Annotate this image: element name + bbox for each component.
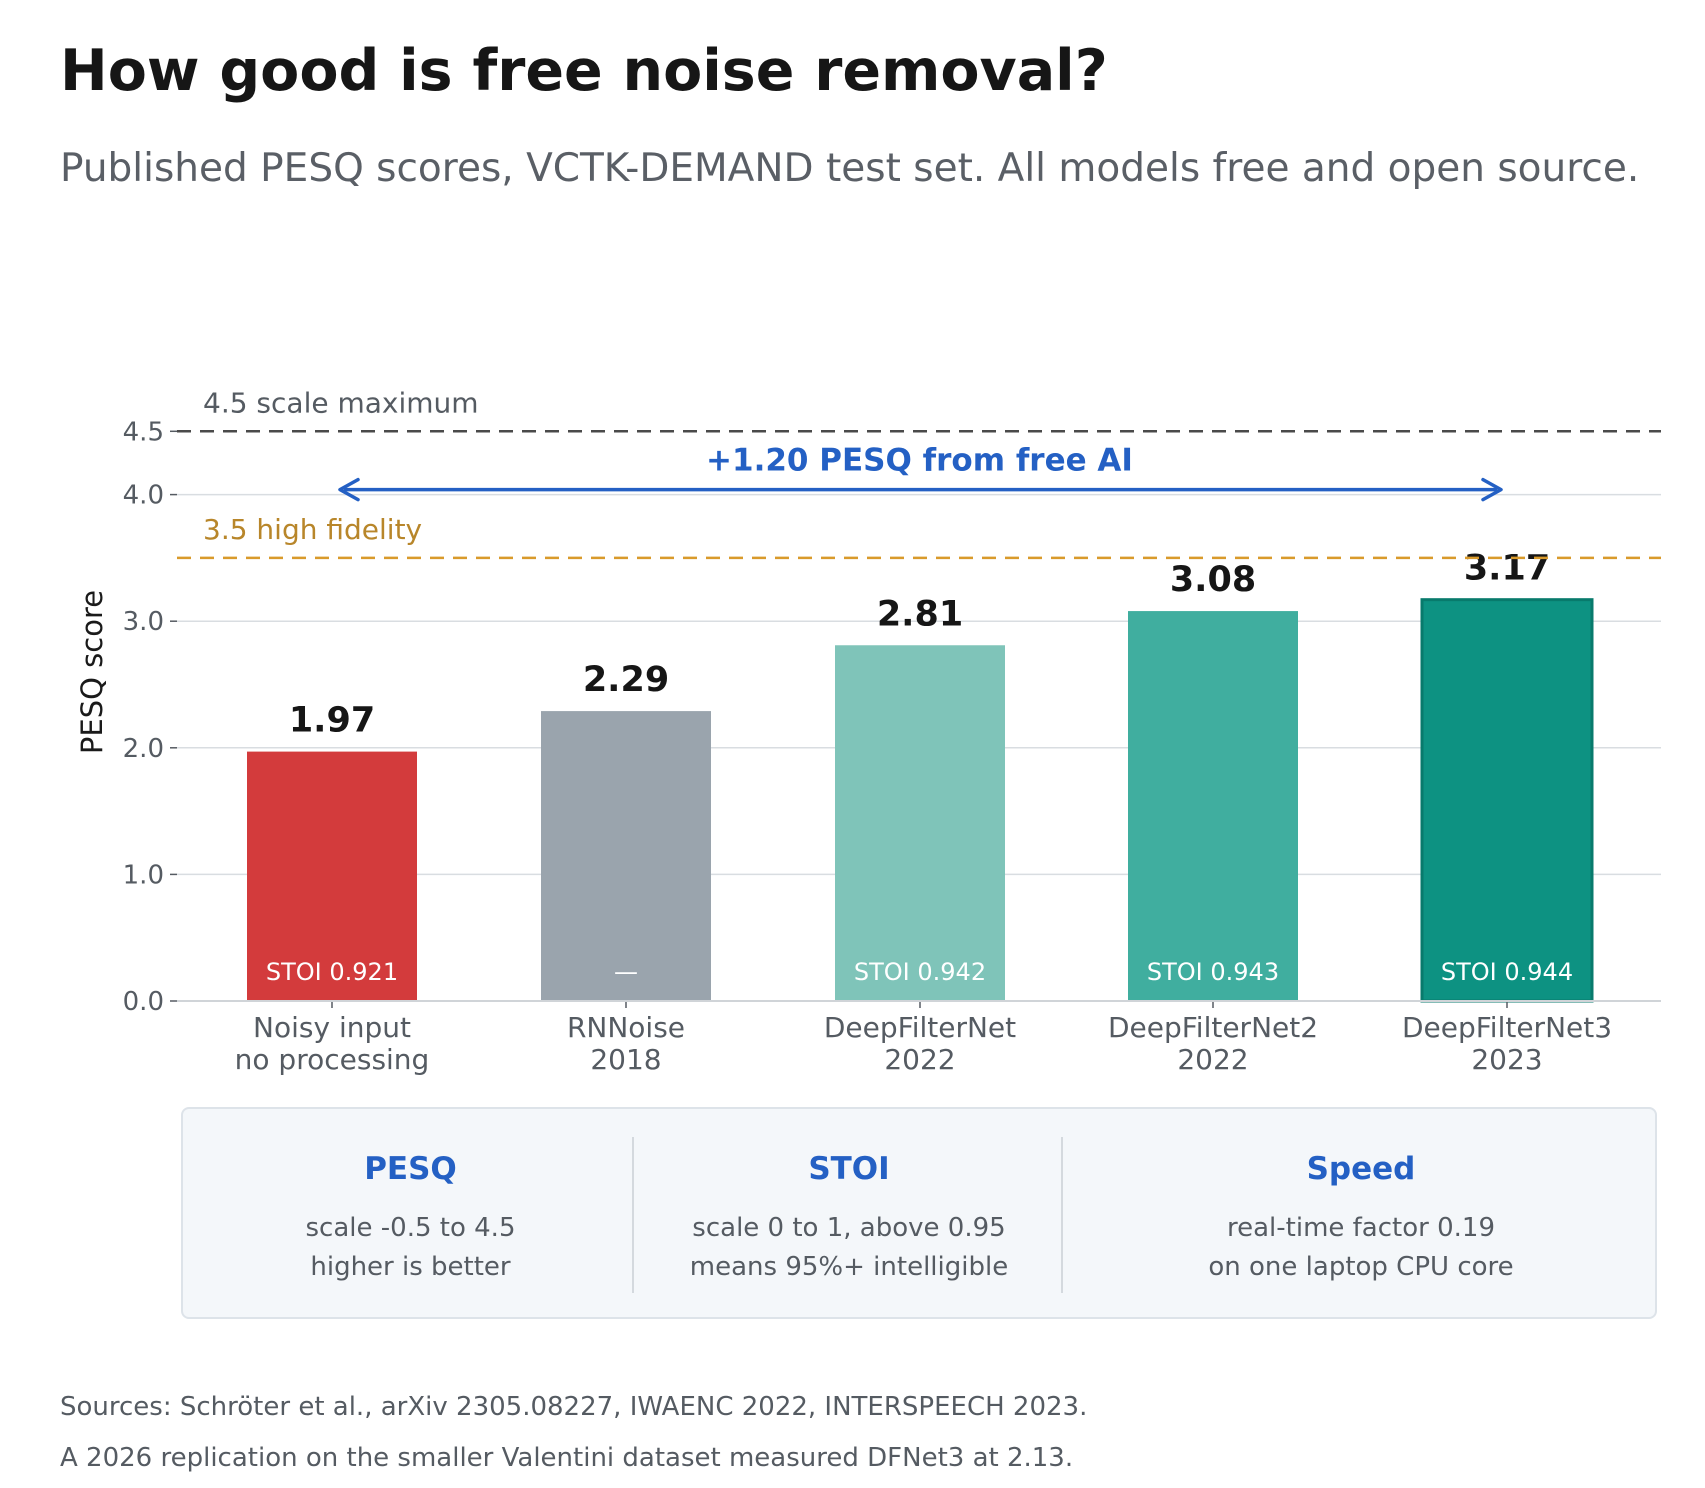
x-tick-label: 2018 (590, 1043, 661, 1076)
legend-stoi-title: STOI (808, 1151, 890, 1187)
improvement-annotation-label: +1.20 PESQ from free AI (706, 443, 1133, 479)
bar-stoi-label: — (614, 958, 638, 986)
legend-stoi: STOI scale 0 to 1, above 0.95 means 95%+… (634, 1109, 1064, 1317)
reference-line-label: 3.5 high fidelity (203, 513, 422, 546)
bar-stoi-label: STOI 0.921 (266, 958, 398, 986)
footnote-sources: Sources: Schröter et al., arXiv 2305.082… (60, 1392, 1088, 1422)
legend-speed: Speed real-time factor 0.19 on one lapto… (1063, 1109, 1659, 1317)
chart-subtitle: Published PESQ scores, VCTK-DEMAND test … (60, 146, 1640, 191)
x-tick-label: DeepFilterNet (824, 1011, 1016, 1044)
x-tick-label: DeepFilterNet3 (1402, 1011, 1612, 1044)
legend-stoi-line-1: scale 0 to 1, above 0.95 (692, 1213, 1006, 1243)
legend-pesq-line-1: scale -0.5 to 4.5 (305, 1213, 516, 1243)
y-axis-label: PESQ score (75, 590, 109, 754)
x-tick-label: RNNoise (567, 1011, 685, 1044)
bar (541, 711, 711, 1001)
bar (1420, 598, 1594, 1003)
arrow-head-left (338, 477, 360, 502)
bar-value-label: 3.08 (1170, 560, 1256, 600)
bar-stoi-label: STOI 0.944 (1441, 958, 1573, 986)
bar-chart: 0.0 1.0 2.0 3.0 4.0 4.5 PESQ score 1.97 STOI 0.9… (75, 386, 1661, 1076)
legend-stoi-line-2: means 95%+ intelligible (689, 1252, 1009, 1282)
bar (835, 645, 1005, 1001)
x-tick-label: Noisy input (253, 1011, 411, 1044)
bar-value-label: 2.81 (877, 594, 963, 634)
legend-divider (1061, 1137, 1063, 1293)
y-tick-label: 4.0 (123, 481, 164, 511)
legend-speed-line-2: on one laptop CPU core (1208, 1252, 1514, 1282)
bar-stoi-label: STOI 0.943 (1147, 958, 1279, 986)
y-tick-label: 1.0 (123, 860, 164, 890)
x-tick-label: no processing (235, 1043, 430, 1076)
y-tick-label: 2.0 (123, 734, 164, 764)
x-tick-label: 2023 (1471, 1043, 1542, 1076)
legend-pesq-line-2: higher is better (310, 1252, 511, 1282)
x-tick-label: 2022 (1177, 1043, 1248, 1076)
bar-value-label: 1.97 (289, 701, 375, 741)
legend-divider (632, 1137, 634, 1293)
bar-value-label: 2.29 (583, 660, 669, 700)
x-tick-label: 2022 (884, 1043, 955, 1076)
bar-stoi-label: STOI 0.942 (854, 958, 986, 986)
legend-speed-line-1: real-time factor 0.19 (1227, 1213, 1495, 1243)
reference-line-label: 4.5 scale maximum (203, 386, 479, 419)
y-tick-label: 4.5 (123, 417, 164, 447)
y-tick-label: 3.0 (123, 607, 164, 637)
footnote-replication: A 2026 replication on the smaller Valent… (60, 1443, 1074, 1473)
y-tick-label: 0.0 (123, 987, 164, 1017)
legend-speed-title: Speed (1306, 1151, 1416, 1187)
chart-title: How good is free noise removal? (60, 38, 1108, 104)
bar (247, 751, 417, 1001)
bar-value-label: 3.17 (1464, 549, 1550, 589)
x-tick-label: DeepFilterNet2 (1108, 1011, 1318, 1044)
legend-pesq: PESQ scale -0.5 to 4.5 higher is better (183, 1109, 638, 1317)
legend-pesq-title: PESQ (364, 1151, 457, 1187)
metric-legend-panel: PESQ scale -0.5 to 4.5 higher is better … (181, 1107, 1657, 1319)
bar (1128, 611, 1298, 1001)
arrow-head-right (1481, 477, 1503, 502)
